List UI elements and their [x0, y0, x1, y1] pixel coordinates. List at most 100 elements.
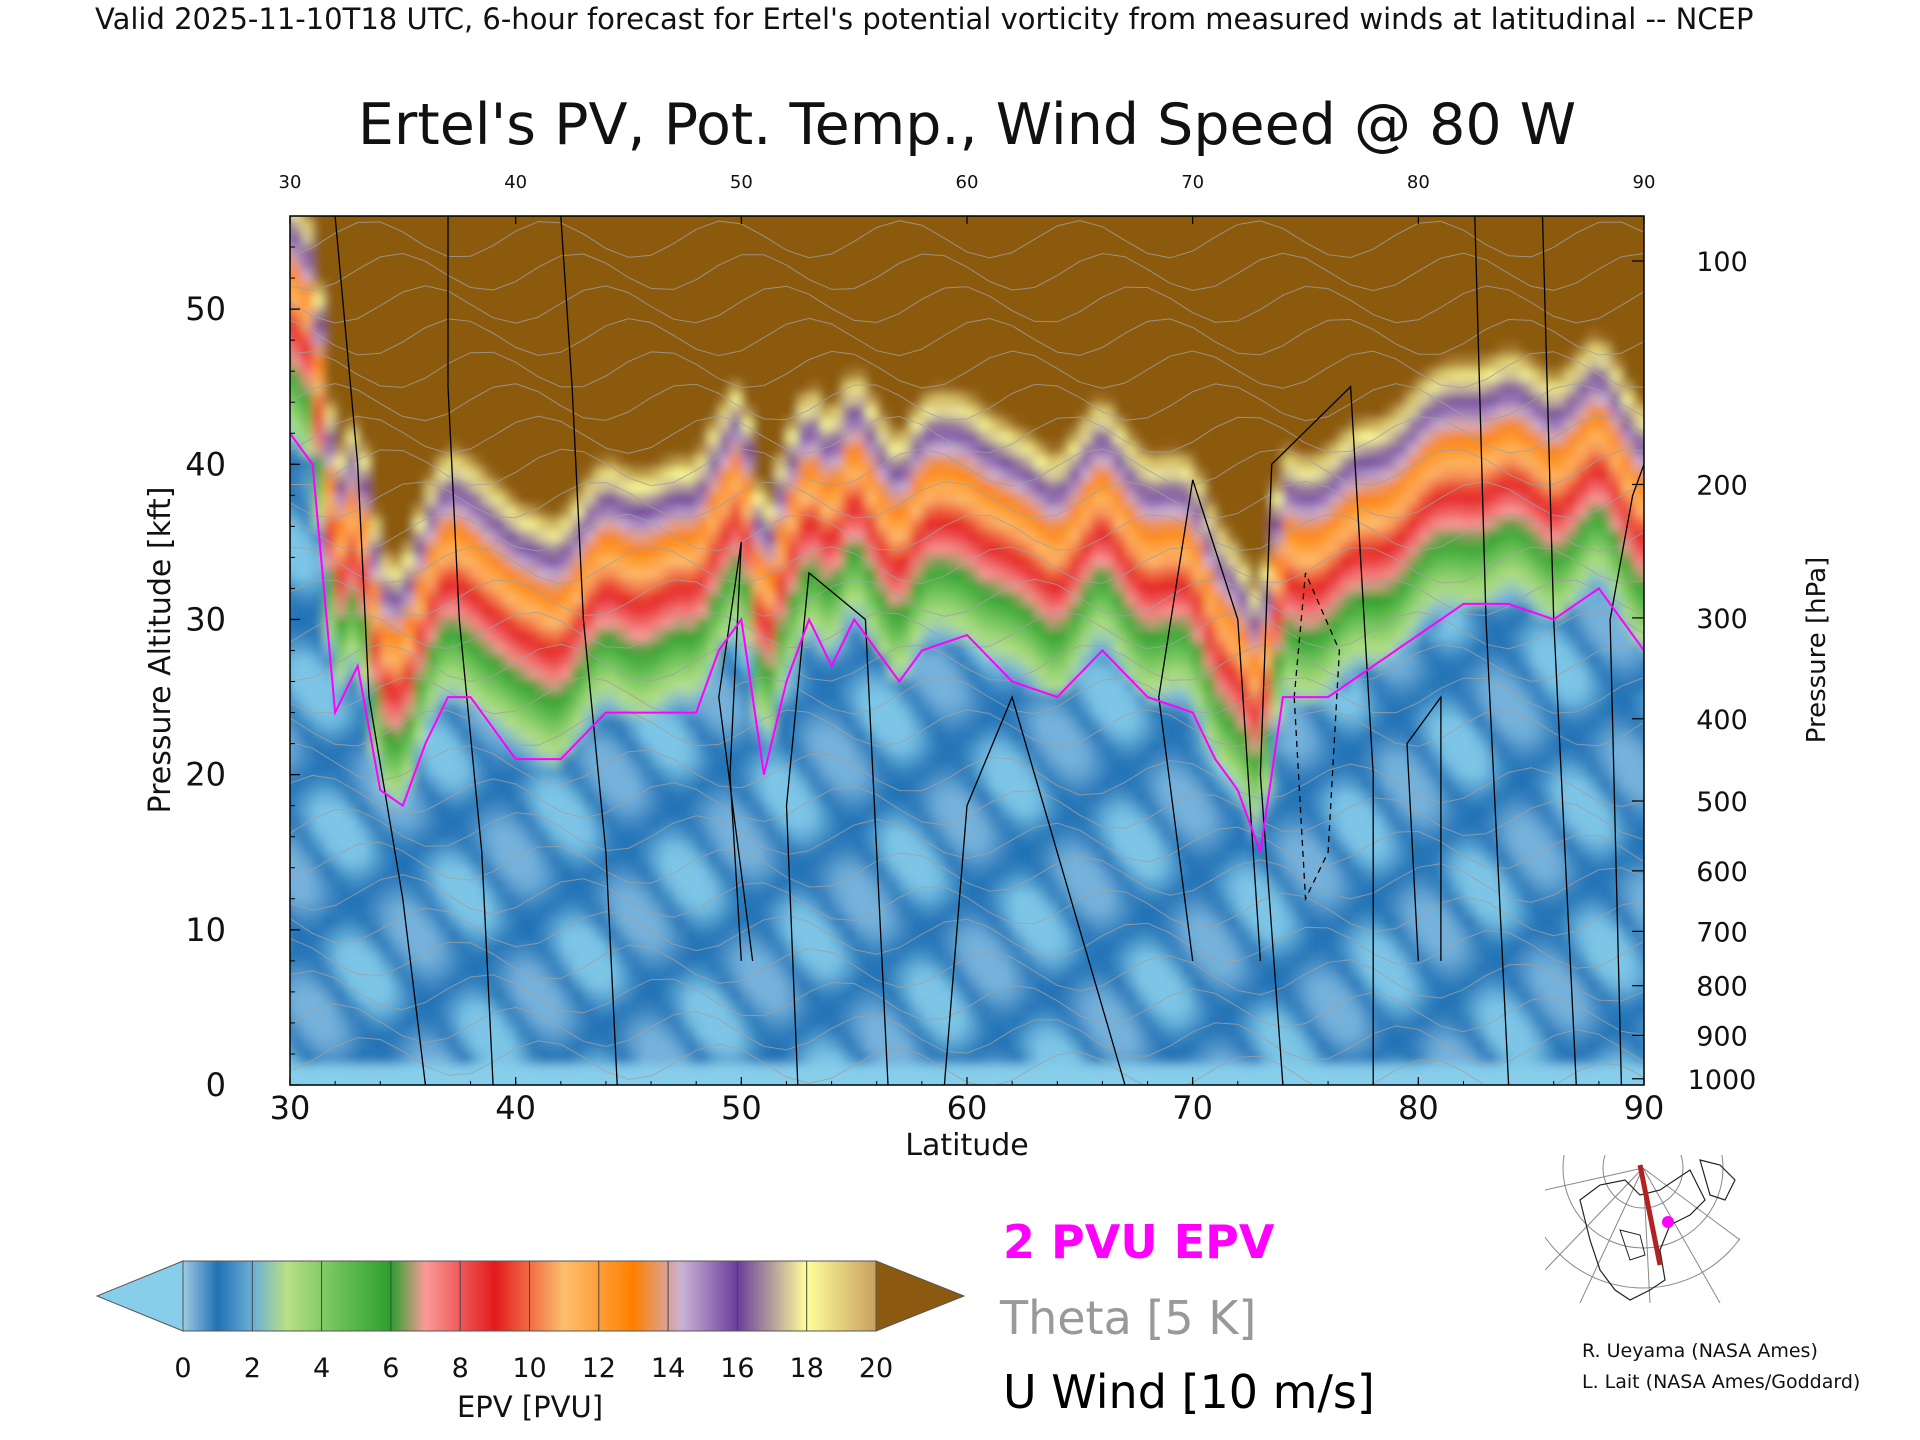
epv-cell — [978, 926, 991, 941]
epv-cell — [876, 554, 889, 568]
epv-cell — [436, 653, 449, 667]
epv-cell — [323, 1001, 337, 1015]
epv-cell — [628, 1050, 641, 1065]
epv-cell — [786, 492, 799, 506]
epv-cell — [820, 1088, 832, 1101]
epv-cell — [752, 293, 765, 307]
epv-cell — [707, 790, 720, 804]
epv-cell — [527, 889, 540, 903]
epv-cell — [696, 765, 709, 779]
epv-cell — [267, 492, 279, 505]
epv-cell — [267, 654, 279, 667]
epv-cell — [436, 852, 449, 866]
epv-cell — [798, 1088, 810, 1101]
epv-cell — [290, 330, 303, 345]
epv-cell — [1023, 268, 1036, 283]
epv-cell — [549, 216, 562, 221]
epv-cell — [955, 976, 968, 990]
epv-cell — [910, 591, 923, 605]
epv-cell — [718, 914, 732, 928]
epv-cell — [346, 492, 359, 506]
epv-cell — [605, 216, 619, 221]
epv-cell — [842, 901, 856, 916]
epv-cell — [730, 976, 743, 990]
epv-cell — [561, 1088, 573, 1101]
epv-cell — [380, 216, 393, 221]
epv-cell — [504, 603, 517, 618]
epv-cell — [436, 405, 449, 419]
epv-cell — [978, 616, 991, 630]
epv-cell — [707, 1050, 720, 1065]
epv-cell — [696, 939, 709, 953]
epv-cell — [481, 802, 495, 816]
epv-cell — [357, 306, 370, 320]
epv-cell — [391, 318, 404, 332]
epv-cell — [301, 554, 314, 568]
epv-cell — [989, 827, 1002, 841]
epv-cell — [312, 603, 325, 618]
epv-cell — [967, 877, 980, 891]
epv-cell — [854, 926, 867, 941]
epv-cell — [865, 529, 878, 543]
epv-cell — [346, 1038, 359, 1052]
epv-cell — [504, 1063, 517, 1077]
epv-cell — [809, 740, 822, 754]
epv-cell — [696, 951, 709, 965]
epv-cell — [402, 541, 416, 556]
epv-cell — [809, 243, 822, 258]
epv-cell — [346, 603, 359, 618]
epv-cell — [560, 802, 574, 816]
epv-cell — [910, 430, 923, 444]
epv-cell — [267, 989, 279, 1002]
epv-cell — [437, 1088, 449, 1101]
epv-cell — [854, 678, 867, 692]
epv-cell — [910, 455, 923, 469]
epv-cell — [290, 1075, 291, 1085]
epv-cell — [842, 591, 856, 605]
epv-cell — [560, 765, 574, 779]
epv-cell — [515, 988, 528, 1003]
epv-cell — [639, 603, 653, 618]
epv-cell — [888, 616, 901, 630]
epv-cell — [696, 740, 709, 754]
epv-cell — [448, 1038, 461, 1052]
epv-cell — [290, 194, 302, 207]
epv-cell — [267, 269, 279, 282]
epv-cell — [538, 194, 550, 207]
epv-cell — [1034, 988, 1047, 1003]
epv-cell — [323, 504, 337, 518]
epv-cell — [876, 1026, 889, 1040]
epv-cell — [301, 231, 314, 245]
epv-cell — [1023, 939, 1036, 953]
epv-cell — [910, 1075, 923, 1085]
epv-cell — [673, 703, 686, 717]
epv-cell — [707, 889, 720, 903]
epv-cell — [301, 1038, 314, 1052]
epv-cell — [560, 330, 574, 345]
epv-cell — [888, 653, 901, 667]
epv-cell — [910, 815, 923, 829]
epv-cell — [662, 256, 675, 270]
epv-cell — [346, 343, 359, 357]
epv-cell — [820, 492, 833, 506]
epv-cell — [888, 752, 901, 767]
epv-cell — [876, 690, 889, 705]
epv-cell — [425, 591, 438, 605]
epv-cell — [775, 1026, 788, 1040]
epv-cell — [493, 256, 506, 270]
epv-cell — [910, 442, 923, 456]
epv-cell — [605, 330, 619, 345]
epv-cell — [955, 827, 968, 841]
epv-cell — [809, 703, 822, 717]
epv-cell — [741, 988, 754, 1003]
epv-cell — [346, 417, 359, 432]
epv-cell — [639, 666, 653, 680]
epv-cell — [312, 988, 325, 1003]
epv-cell — [605, 628, 619, 643]
epv-cell — [718, 243, 732, 258]
epv-cell — [763, 1063, 777, 1077]
epv-cell — [481, 219, 495, 233]
epv-cell — [515, 380, 528, 394]
epv-cell — [1023, 802, 1036, 816]
epv-cell — [933, 964, 946, 978]
